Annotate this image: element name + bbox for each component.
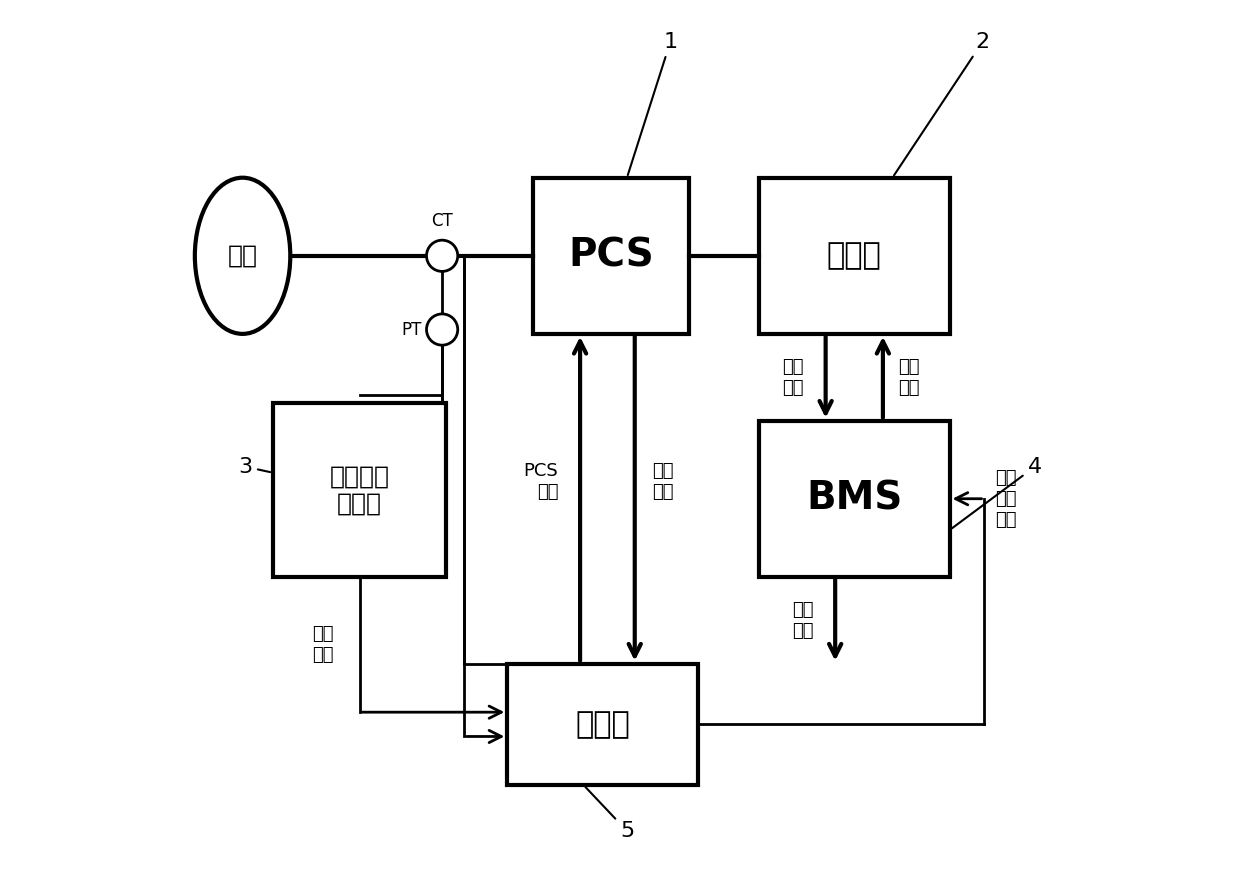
Text: CT: CT xyxy=(432,212,453,230)
Text: 开关
指令: 开关 指令 xyxy=(899,358,920,397)
FancyBboxPatch shape xyxy=(533,178,689,334)
Text: PT: PT xyxy=(402,321,422,338)
FancyBboxPatch shape xyxy=(759,178,950,334)
Text: 3: 3 xyxy=(238,456,270,477)
Text: PCS: PCS xyxy=(568,237,655,275)
Text: 电芯
状态: 电芯 状态 xyxy=(782,358,804,397)
Text: PCS
状态: PCS 状态 xyxy=(523,462,558,501)
Text: 交换
指令: 交换 指令 xyxy=(652,462,673,501)
Text: BMS: BMS xyxy=(806,480,903,518)
Text: 1: 1 xyxy=(627,32,677,175)
Text: 工控机: 工控机 xyxy=(575,710,630,738)
Circle shape xyxy=(427,240,458,272)
FancyBboxPatch shape xyxy=(273,403,446,576)
FancyBboxPatch shape xyxy=(759,420,950,576)
Text: 电池
状态: 电池 状态 xyxy=(792,601,813,639)
Text: 4: 4 xyxy=(952,456,1042,528)
Text: 5: 5 xyxy=(585,787,634,841)
FancyBboxPatch shape xyxy=(507,664,698,785)
Circle shape xyxy=(427,314,458,345)
Text: 2: 2 xyxy=(894,32,990,175)
Text: 电网: 电网 xyxy=(228,244,258,268)
Text: 电网信息
采集器: 电网信息 采集器 xyxy=(330,464,389,516)
Ellipse shape xyxy=(195,178,290,334)
Text: 电网
状态: 电网 状态 xyxy=(312,625,334,664)
Text: 模式
切换
指令: 模式 切换 指令 xyxy=(994,469,1017,528)
Text: 电池组: 电池组 xyxy=(827,241,882,271)
